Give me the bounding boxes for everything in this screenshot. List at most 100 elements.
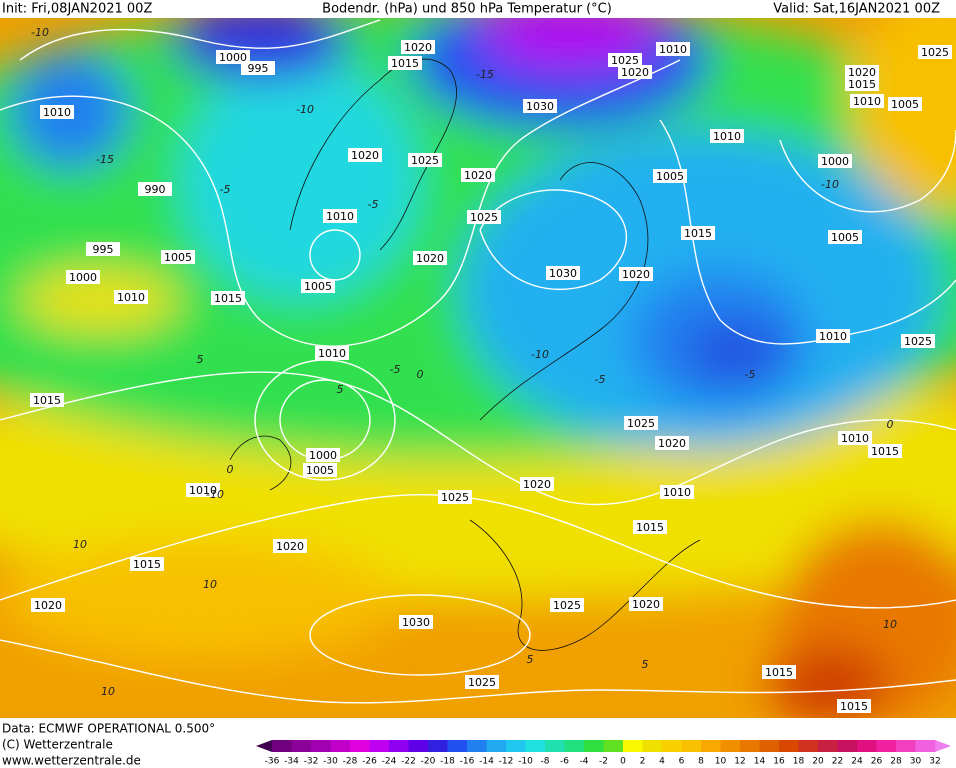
colorbar-bin — [272, 740, 292, 752]
colorbar-bin — [447, 740, 468, 752]
colorbar-tick-label: 32 — [929, 757, 940, 767]
colorbar-tick-label: 16 — [773, 757, 785, 767]
colorbar-tick-label: 14 — [754, 757, 766, 767]
pressure-label: 1025 — [441, 491, 469, 504]
pressure-label: 1000 — [69, 271, 97, 284]
pressure-label-box — [138, 182, 172, 196]
pressure-label: 1020 — [848, 66, 876, 79]
pressure-label-box — [655, 436, 689, 450]
colorbar-tick-label: -16 — [460, 757, 475, 767]
pressure-label: 1015 — [871, 445, 899, 458]
pressure-label: 1020 — [658, 437, 686, 450]
pressure-label: 1020 — [632, 598, 660, 611]
pressure-label-box — [461, 168, 495, 182]
colorbar-tick-label: -34 — [284, 757, 299, 767]
pressure-label-box — [30, 393, 64, 407]
pressure-label: 1005 — [164, 251, 192, 264]
pressure-label-box — [216, 50, 250, 64]
colorbar-tick-label: 2 — [640, 757, 646, 767]
colorbar-tick-label: 4 — [659, 757, 665, 767]
colorbar-tick-label: -10 — [518, 757, 533, 767]
pressure-label: 1015 — [684, 227, 712, 240]
colorbar-bin — [759, 740, 780, 752]
pressure-label: 1000 — [309, 449, 337, 462]
pressure-label: 1000 — [821, 155, 849, 168]
pressure-label: 1015 — [765, 666, 793, 679]
colorbar-tick-label: 22 — [832, 757, 843, 767]
pressure-label: 1025 — [411, 154, 439, 167]
colorbar-bin — [330, 740, 351, 752]
pressure-label: 1015 — [636, 521, 664, 534]
colorbar-tick-label: -2 — [599, 757, 608, 767]
colorbar-tick-label: -20 — [421, 757, 436, 767]
pressure-label-box — [465, 675, 499, 689]
pressure-label: 1010 — [117, 291, 145, 304]
pressure-label: 1020 — [404, 41, 432, 54]
colorbar-bin — [681, 740, 702, 752]
temperature-label: -5 — [220, 183, 231, 196]
pressure-label-box — [619, 267, 653, 281]
pressure-label-box — [114, 290, 148, 304]
pressure-label-box — [301, 279, 335, 293]
pressure-label: 1015 — [214, 292, 242, 305]
pressure-label-box — [828, 230, 862, 244]
pressure-label: 1000 — [219, 51, 247, 64]
pressure-label-box — [845, 77, 879, 91]
colorbar-bin — [857, 740, 877, 752]
pressure-label-box — [413, 251, 447, 265]
pressure-label-box — [520, 477, 554, 491]
colorbar-tick-label: 8 — [698, 757, 704, 767]
colorbar-tick-label: 20 — [812, 757, 824, 767]
colorbar-bin — [623, 740, 643, 752]
pressure-label: 1020 — [416, 252, 444, 265]
colorbar: -36 -34 -32 -30 -28 -26 -24 -22 -20 -18 -16 -14 -12-… — [256, 740, 951, 767]
temperature-label: -5 — [368, 198, 379, 211]
pressure-label: 1025 — [470, 211, 498, 224]
colorbar-tick-label: -26 — [362, 757, 377, 767]
pressure-label-box — [608, 53, 642, 67]
pressure-label: 1030 — [526, 100, 554, 113]
colorbar-bin — [779, 740, 799, 752]
colorbar-tick-label: -28 — [343, 757, 358, 767]
pressure-label: 1025 — [627, 417, 655, 430]
pressure-label-box — [323, 209, 357, 223]
pressure-label: 1010 — [853, 95, 881, 108]
colorbar-bin — [701, 740, 721, 752]
pressure-label: 1010 — [819, 330, 847, 343]
pressure-label: 1010 — [663, 486, 691, 499]
colorbar-tick-label: 10 — [715, 757, 727, 767]
colorbar-bin — [915, 740, 936, 752]
pressure-label-box — [306, 448, 340, 462]
temperature-label: 10 — [203, 578, 217, 591]
pressure-label-box — [31, 598, 65, 612]
pressure-label-box — [401, 40, 435, 54]
temperature-label: 0 — [887, 418, 894, 431]
temperature-label: 5 — [642, 658, 649, 671]
pressure-label-box — [86, 242, 120, 256]
colorbar-bin — [603, 740, 624, 752]
colorbar-bin — [311, 740, 331, 752]
colorbar-tick-label: -24 — [382, 757, 397, 767]
pressure-label: 1020 — [622, 268, 650, 281]
pressure-label: 1025 — [553, 599, 581, 612]
colorbar-bin — [545, 740, 565, 752]
temperature-label: 10 — [101, 685, 115, 698]
temperature-label: -15 — [476, 68, 494, 81]
colorbar-bin — [291, 740, 312, 752]
pressure-label-box — [241, 61, 275, 75]
colorbar-tick-label: -18 — [440, 757, 455, 767]
pressure-label-box — [211, 291, 245, 305]
pressure-label-box — [660, 485, 694, 499]
pressure-label-box — [762, 665, 796, 679]
colorbar-bin — [525, 740, 546, 752]
pressure-label-box — [816, 329, 850, 343]
colorbar-tick-label: 6 — [679, 757, 685, 767]
colorbar-bin — [506, 740, 526, 752]
colorbar-bin — [740, 740, 760, 752]
pressure-label: 1005 — [656, 170, 684, 183]
colorbar-bin — [408, 740, 429, 752]
valid-time: Valid: Sat,16JAN2021 00Z — [773, 2, 940, 17]
pressure-label: 1020 — [464, 169, 492, 182]
pressure-label-box — [408, 153, 442, 167]
